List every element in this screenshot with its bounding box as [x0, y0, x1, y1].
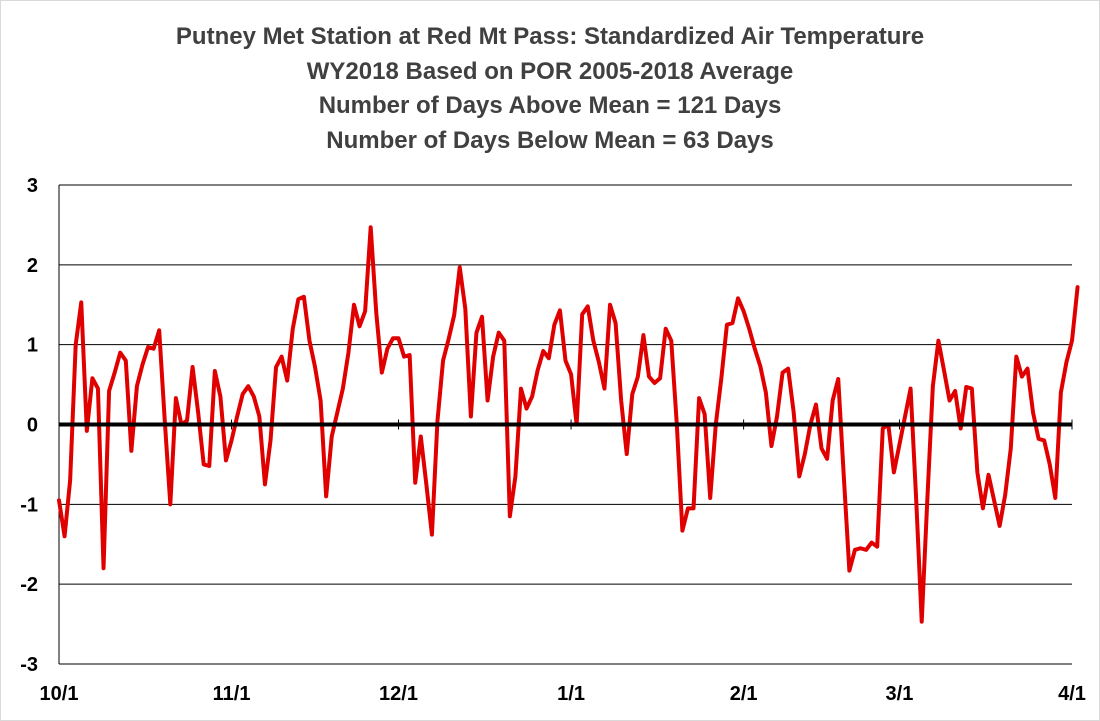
title-line-4: Number of Days Below Mean = 63 Days — [326, 126, 774, 154]
x-tick-label: 3/1 — [886, 683, 914, 705]
y-axis-tick-labels: 3 2 1 0 -1 -2 -3 — [20, 175, 38, 676]
x-axis-tick-labels: 10/1 11/1 12/1 1/1 2/1 3/1 4/1 — [40, 683, 1086, 705]
x-tick-label: 12/1 — [379, 683, 418, 705]
y-tick-label: -1 — [20, 494, 38, 516]
chart-title: Putney Met Station at Red Mt Pass: Stand… — [0, 20, 1100, 158]
x-tick-label: 2/1 — [730, 683, 758, 705]
title-line-3: Number of Days Above Mean = 121 Days — [318, 92, 782, 119]
y-tick-label: 2 — [27, 255, 38, 277]
zero-axis — [58, 419, 1073, 430]
y-tick-label: -2 — [20, 574, 38, 596]
x-tick-label: 11/1 — [213, 683, 251, 705]
series-line — [57, 225, 1080, 624]
series-layer — [57, 225, 1080, 624]
y-tick-label: 1 — [27, 335, 38, 357]
x-tick-label: 1/1 — [557, 683, 585, 705]
title-line-2: WY2018 Based on POR 2005-2018 Average — [306, 57, 794, 85]
y-tick-label: -3 — [20, 654, 38, 676]
x-tick-label: 4/1 — [1058, 683, 1086, 705]
x-tick-label: 10/1 — [40, 683, 79, 705]
y-tick-label: 0 — [27, 415, 38, 437]
title-line-1: Putney Met Station at Red Mt Pass: Stand… — [175, 23, 925, 50]
y-tick-label: 3 — [27, 175, 38, 197]
